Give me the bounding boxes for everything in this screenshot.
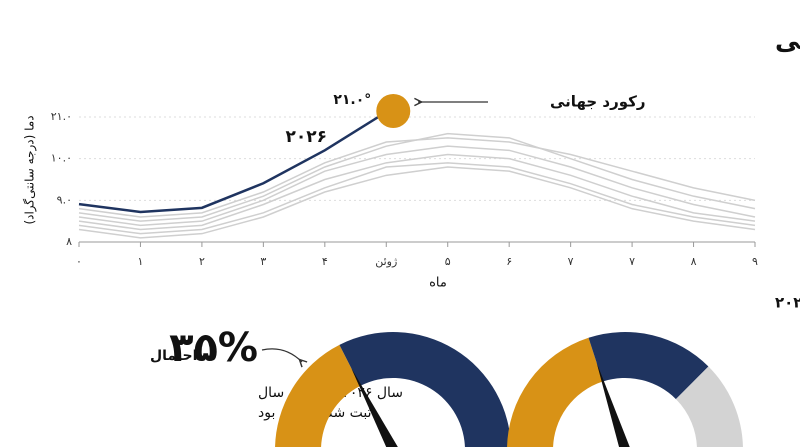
x-tick-label: ژوئن xyxy=(375,255,397,268)
x-tick-label: ۱ xyxy=(137,255,143,268)
x-tick-label: ۹ xyxy=(752,255,758,268)
record-dot xyxy=(376,94,411,128)
x-tick-label: ۷ xyxy=(629,255,635,268)
y-tick-label: ۸ xyxy=(66,235,72,248)
gauge-title: احتمال گرم‌ترین سال ثبت شده در ۲۰۲۶ xyxy=(775,294,800,312)
chart-title: گرمایش جهانی: دمای بی‌سابقه سطح دریاهای … xyxy=(775,26,800,56)
series-line xyxy=(78,166,756,239)
gauge-value: ۳۵% xyxy=(169,325,258,371)
x-tick-label: ۵ xyxy=(445,255,451,268)
y-tick-label: ۱۰.۰ xyxy=(51,152,72,165)
gauge-needle xyxy=(351,368,398,447)
gauge-needle xyxy=(596,362,630,447)
y-tick-label: ۹.۰ xyxy=(57,193,72,206)
series-line xyxy=(78,162,756,235)
annotation-arrow xyxy=(261,348,302,362)
series-line xyxy=(78,145,756,227)
series-label: ۲۰۲۶ xyxy=(286,127,328,147)
x-tick-label: ۴ xyxy=(322,255,328,268)
y-axis-label: دما (درجه سانتی‌گراد) xyxy=(23,115,38,224)
record-label: رکورد جهانی xyxy=(550,93,645,111)
gauge-segment xyxy=(588,332,709,400)
x-tick-label: ۲ xyxy=(199,255,205,268)
x-tick-label: ۸ xyxy=(691,255,697,268)
gauge-segment xyxy=(339,332,511,447)
series-line xyxy=(78,137,756,218)
gauge-segment xyxy=(507,337,603,447)
x-tick-label: ۰ xyxy=(76,255,82,268)
gauge-segment xyxy=(675,366,743,447)
record-value: ۲۱.۰° xyxy=(333,92,371,108)
series-line xyxy=(78,110,387,214)
y-tick-label: ۲۱.۰ xyxy=(51,110,72,123)
x-tick-label: ۶ xyxy=(506,255,512,268)
x-tick-label: ۷ xyxy=(568,255,574,268)
series-line xyxy=(78,153,756,231)
gauge-caption: احتمال xyxy=(150,348,197,364)
x-tick-label: ۳ xyxy=(260,255,266,268)
x-axis-label: ماه xyxy=(429,276,447,291)
gauge-segment xyxy=(275,344,361,447)
